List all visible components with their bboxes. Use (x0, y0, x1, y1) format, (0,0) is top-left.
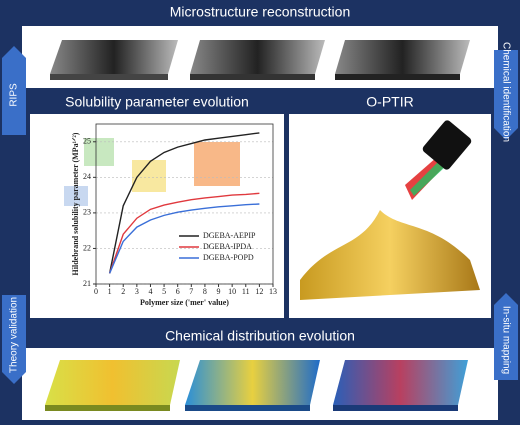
x-tick-label: 3 (135, 287, 139, 296)
x-tick-label: 4 (148, 287, 152, 296)
plot-frame (95, 123, 274, 285)
side-label: Chemical identification (500, 42, 511, 142)
side-label: Theory validation (9, 297, 20, 373)
side-arrows (2, 46, 518, 384)
header-title: Microstructure reconstruction (170, 4, 351, 20)
x-tick-label: 6 (176, 287, 180, 296)
y-tick-label: 25 (83, 137, 91, 146)
right-panel-header (289, 92, 491, 114)
x-tick-label: 9 (217, 287, 221, 296)
optir-illustration (300, 120, 480, 300)
y-tick-label: 22 (83, 243, 91, 252)
side-label: RIPS (9, 83, 20, 107)
legend-label: DGEBA-AEPIP (203, 231, 256, 240)
x-tick-label: 13 (269, 287, 277, 296)
y-tick-label: 24 (83, 172, 91, 181)
bottom-title: Chemical distribution evolution (165, 328, 355, 344)
bottom-header (22, 325, 498, 348)
left-panel-title: Solubility parameter evolution (65, 94, 249, 110)
x-tick-label: 11 (242, 287, 250, 296)
x-tick-label: 0 (94, 287, 98, 296)
x-axis-label: Polymer size ('mer' value) (140, 298, 229, 307)
x-tick-label: 1 (108, 287, 112, 296)
series-line (108, 192, 260, 274)
side-label: In-situ mapping (500, 306, 511, 374)
left-panel-header (30, 92, 284, 114)
y-tick-label: 23 (83, 208, 91, 217)
legend-label: DGEBA-IPDA (203, 242, 252, 251)
x-tick-label: 12 (255, 287, 263, 296)
y-tick-label: 21 (83, 279, 91, 288)
series-line (108, 203, 260, 274)
x-tick-label: 5 (162, 287, 166, 296)
y-axis-label: Hildebrand solubility parameter (MPa¹ᐟ²) (71, 132, 80, 275)
x-tick-label: 2 (121, 287, 125, 296)
bottom-slabs (45, 360, 468, 411)
molecule-insets (64, 138, 240, 206)
series-line (108, 132, 260, 274)
x-tick-label: 7 (189, 287, 193, 296)
right-panel-title: O-PTIR (366, 94, 413, 110)
legend-label: DGEBA-POPD (203, 253, 254, 262)
x-tick-label: 8 (203, 287, 207, 296)
top-slabs (50, 40, 470, 80)
x-tick-label: 10 (228, 287, 236, 296)
